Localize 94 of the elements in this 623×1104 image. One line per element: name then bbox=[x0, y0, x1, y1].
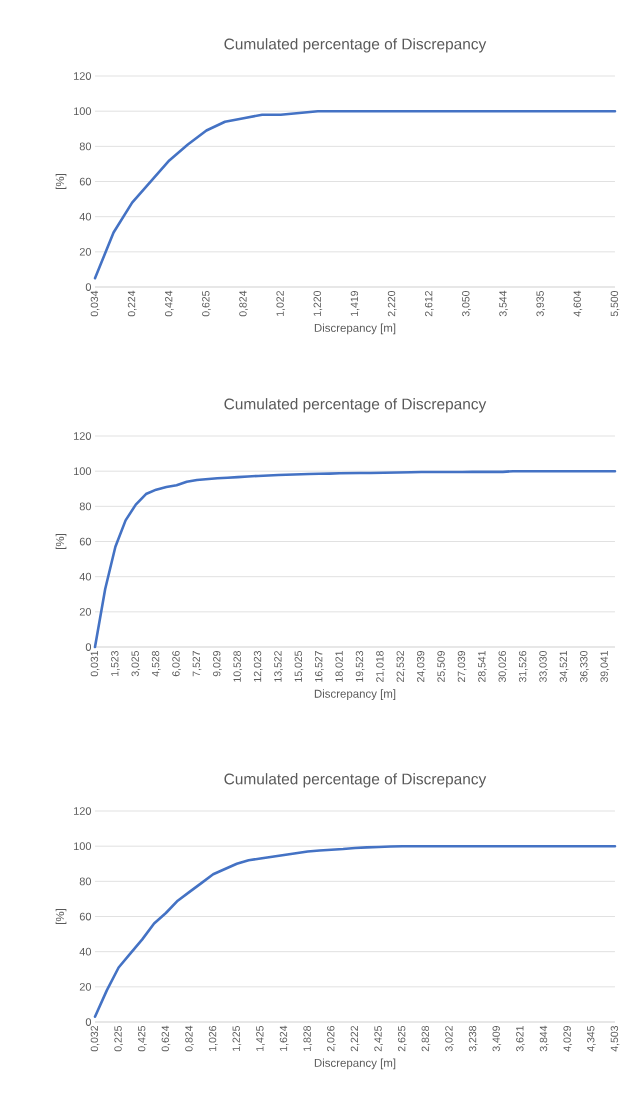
x-tick-label: 18,021 bbox=[335, 651, 345, 682]
chart-title: Cumulated percentage of Discrepancy bbox=[224, 398, 487, 413]
x-tick-label: 31,526 bbox=[519, 650, 528, 683]
x-tick-label: 2,625 bbox=[398, 1025, 407, 1052]
y-tick-label: 80 bbox=[79, 142, 92, 151]
y-axis-title: [%] bbox=[55, 909, 67, 924]
y-tick-label: 80 bbox=[79, 502, 92, 511]
chart-title: Cumulated percentage of Discrepancy bbox=[224, 38, 487, 53]
x-tick-label: 6,026 bbox=[172, 650, 182, 677]
x-tick-label: 0,034 bbox=[90, 290, 100, 317]
x-tick-label: 3,025 bbox=[131, 650, 141, 677]
x-tick-label: 36,330 bbox=[580, 650, 589, 683]
x-tick-label: 34,521 bbox=[559, 651, 569, 683]
x-tick-label: 4,345 bbox=[587, 1025, 596, 1052]
x-tick-label: 0,031 bbox=[90, 651, 100, 677]
x-tick-label: 1,225 bbox=[232, 1025, 242, 1051]
x-tick-label: 0,624 bbox=[161, 1025, 171, 1052]
y-tick-label: 100 bbox=[74, 467, 92, 476]
x-tick-label: 0,424 bbox=[165, 290, 174, 317]
x-tick-label: 3,621 bbox=[516, 1026, 525, 1052]
x-tick-label: 22,532 bbox=[396, 651, 406, 682]
x-tick-label: 2,026 bbox=[327, 1025, 336, 1052]
x-tick-label: 2,828 bbox=[421, 1025, 431, 1052]
y-tick-label: 20 bbox=[80, 607, 92, 616]
chart-title: Cumulated percentage of Discrepancy bbox=[224, 773, 487, 788]
x-tick-label: 0,032 bbox=[90, 1026, 100, 1052]
x-tick-label: 0,425 bbox=[138, 1025, 147, 1052]
x-tick-label: 2,425 bbox=[374, 1025, 384, 1052]
x-tick-label: 27,039 bbox=[457, 651, 467, 682]
x-tick-label: 7,527 bbox=[192, 651, 202, 677]
x-tick-label: 0,225 bbox=[114, 1025, 124, 1052]
y-tick-label: 120 bbox=[74, 72, 92, 80]
x-tick-label: 12,023 bbox=[254, 650, 263, 682]
x-tick-label: 16,527 bbox=[315, 651, 324, 682]
x-tick-label: 10,528 bbox=[233, 650, 243, 682]
x-tick-label: 4,503 bbox=[610, 1025, 620, 1052]
x-tick-label: 1,624 bbox=[279, 1025, 289, 1051]
x-tick-label: 1,523 bbox=[111, 650, 120, 676]
x-tick-label: 24,039 bbox=[417, 651, 426, 682]
x-axis-title: Discrepancy [m] bbox=[315, 1058, 396, 1070]
x-tick-label: 30,026 bbox=[498, 650, 508, 683]
y-tick-label: 60 bbox=[80, 537, 92, 546]
x-tick-label: 19,523 bbox=[355, 650, 365, 682]
x-tick-label: 1,220 bbox=[313, 290, 323, 316]
x-axis-title: Discrepancy [m] bbox=[315, 323, 396, 335]
x-tick-label: 33,030 bbox=[539, 650, 549, 683]
x-tick-label: 1,828 bbox=[303, 1025, 313, 1051]
y-tick-label: 40 bbox=[79, 947, 92, 956]
y-axis-title: [%] bbox=[55, 534, 67, 549]
x-tick-label: 15,025 bbox=[294, 650, 304, 682]
x-tick-label: 3,409 bbox=[492, 1026, 502, 1052]
x-tick-label: 9,029 bbox=[213, 651, 222, 677]
x-tick-label: 13,522 bbox=[274, 651, 284, 682]
y-tick-label: 60 bbox=[80, 177, 92, 186]
x-tick-label: 1,425 bbox=[256, 1025, 265, 1051]
x-axis-title: Discrepancy [m] bbox=[315, 689, 396, 701]
y-tick-label: 80 bbox=[79, 877, 92, 886]
y-tick-label: 20 bbox=[80, 982, 92, 991]
x-tick-label: 0,625 bbox=[202, 290, 211, 317]
y-tick-label: 20 bbox=[80, 247, 92, 256]
y-tick-label: 100 bbox=[74, 842, 92, 851]
x-tick-label: 1,419 bbox=[350, 291, 360, 316]
y-tick-label: 0 bbox=[85, 643, 92, 651]
y-tick-label: 0 bbox=[85, 283, 92, 291]
x-tick-label: 0,224 bbox=[128, 290, 137, 317]
x-tick-label: 2,222 bbox=[350, 1026, 360, 1052]
y-axis-title: [%] bbox=[55, 174, 67, 189]
x-tick-label: 3,935 bbox=[536, 290, 546, 317]
y-tick-label: 40 bbox=[79, 572, 92, 581]
x-tick-label: 25,509 bbox=[437, 651, 447, 682]
x-tick-label: 4,528 bbox=[152, 650, 161, 677]
x-tick-label: 1,026 bbox=[209, 1025, 218, 1051]
x-tick-label: 28,541 bbox=[478, 651, 487, 682]
x-tick-label: 5,500 bbox=[610, 290, 620, 317]
x-tick-label: 3,544 bbox=[499, 290, 509, 317]
y-tick-label: 120 bbox=[74, 807, 92, 815]
y-tick-label: 40 bbox=[79, 212, 92, 221]
y-tick-label: 60 bbox=[80, 912, 92, 921]
x-tick-label: 21,018 bbox=[376, 650, 385, 682]
x-tick-label: 3,844 bbox=[539, 1025, 549, 1052]
x-tick-label: 0,824 bbox=[185, 1025, 195, 1052]
y-tick-label: 120 bbox=[74, 432, 92, 440]
x-tick-label: 39,041 bbox=[600, 651, 610, 683]
x-tick-label: 2,220 bbox=[388, 290, 397, 317]
x-tick-label: 0,824 bbox=[239, 290, 249, 317]
x-tick-label: 4,604 bbox=[573, 290, 583, 317]
x-tick-label: 1,022 bbox=[276, 291, 286, 316]
x-tick-label: 2,612 bbox=[425, 291, 434, 317]
y-tick-label: 100 bbox=[74, 107, 92, 116]
x-tick-label: 3,050 bbox=[462, 290, 471, 317]
x-tick-label: 4,029 bbox=[563, 1026, 573, 1052]
y-tick-label: 0 bbox=[85, 1018, 92, 1026]
x-tick-label: 3,238 bbox=[469, 1025, 478, 1052]
x-tick-label: 3,022 bbox=[445, 1026, 455, 1052]
